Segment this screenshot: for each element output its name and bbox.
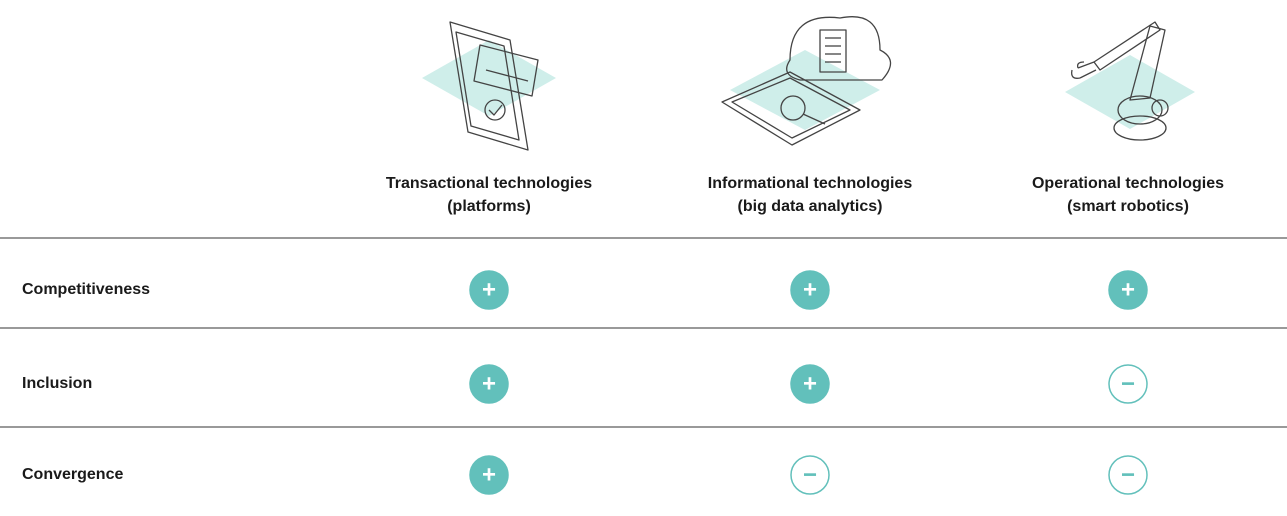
column-detail: (platforms) [447, 198, 531, 215]
robotics-illustration [1065, 21, 1195, 141]
rating-symbol: − [803, 461, 817, 488]
row-label: Convergence [22, 466, 123, 483]
rating-circle [1108, 270, 1148, 310]
column-header: Informational technologies [708, 175, 913, 192]
row-label: Inclusion [22, 375, 92, 392]
rating-symbol: + [1121, 276, 1135, 303]
column-header: Operational technologies [1032, 175, 1224, 192]
column-detail: (smart robotics) [1067, 198, 1189, 215]
rating-symbol: + [482, 461, 496, 488]
platforms-illustration [422, 21, 556, 151]
rating-icon: − [790, 455, 830, 495]
rating-symbol: − [1121, 461, 1135, 488]
rating-icon: + [469, 455, 509, 495]
rating-symbol: + [482, 276, 496, 303]
column-header: Transactional technologies [386, 175, 592, 192]
rating-circle [1108, 455, 1148, 495]
rating-symbol: + [482, 370, 496, 397]
rating-icon: + [1108, 270, 1148, 310]
row-label: Competitiveness [22, 281, 150, 298]
rating-circle [790, 455, 830, 495]
rating-icon: − [1108, 455, 1148, 495]
rating-circle [469, 455, 509, 495]
rating-icon: + [469, 270, 509, 310]
rating-symbol: + [803, 370, 817, 397]
rating-icon: + [790, 270, 830, 310]
rating-symbol: + [803, 276, 817, 303]
rating-circle [790, 270, 830, 310]
rating-symbol: − [1121, 370, 1135, 397]
rating-icon: + [790, 364, 830, 404]
column-detail: (big data analytics) [738, 198, 883, 215]
rating-circle [469, 270, 509, 310]
rating-circle [790, 364, 830, 404]
big-data-illustration [721, 16, 892, 146]
rating-icon: − [1108, 364, 1148, 404]
rating-circle [469, 364, 509, 404]
rating-icon: + [469, 364, 509, 404]
rating-circle [1108, 364, 1148, 404]
